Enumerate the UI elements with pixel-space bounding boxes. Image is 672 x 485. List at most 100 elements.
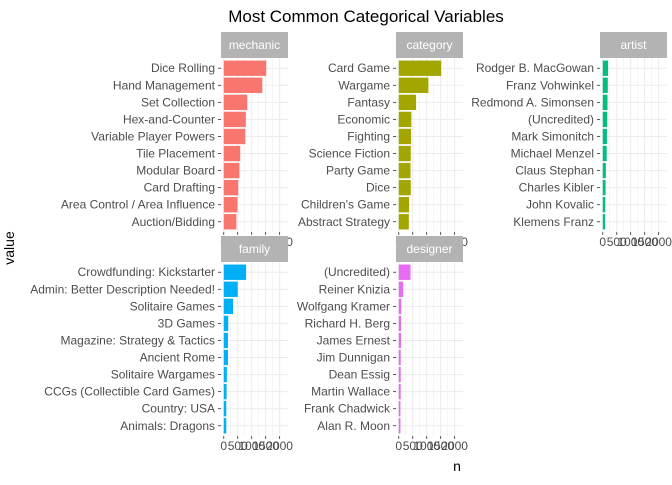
y-tick-label: Jim Dunnigan — [317, 351, 390, 365]
bar — [223, 401, 227, 417]
y-tick-label: Modular Board — [136, 164, 215, 178]
bar — [398, 214, 409, 230]
bar — [223, 281, 238, 297]
bar — [223, 60, 267, 76]
x-axis-label: n — [453, 458, 461, 474]
y-tick-label: Claus Stephan — [515, 164, 594, 178]
bar — [223, 179, 239, 196]
y-tick-label: Frank Chadwick — [304, 402, 391, 416]
y-tick-label: Dean Essig — [329, 368, 390, 382]
x-tick-label: 1000 — [413, 439, 440, 453]
x-tick-label: 2000 — [645, 235, 672, 249]
bar — [398, 298, 402, 315]
y-tick-label: Dice Rolling — [151, 61, 215, 75]
y-tick-label: Wargame — [338, 78, 390, 92]
x-tick-label: 0 — [599, 235, 606, 249]
y-tick-label: (Uncredited) — [324, 265, 390, 279]
y-tick-label: Children's Game — [301, 198, 390, 212]
y-tick-label: Martin Wallace — [311, 385, 390, 399]
x-tick-label: 1500 — [631, 235, 658, 249]
y-tick-label: Richard H. Berg — [305, 316, 390, 330]
bar — [602, 214, 606, 230]
x-tick-label: 1500 — [427, 439, 454, 453]
y-tick-label: Economic — [337, 112, 390, 126]
y-tick-label: Science Fiction — [309, 147, 390, 161]
y-tick-label: Rodger B. MacGowan — [476, 61, 594, 75]
y-tick-label: Fighting — [347, 129, 390, 143]
bar — [223, 383, 227, 400]
bar — [398, 418, 401, 434]
facet-strip — [600, 32, 667, 58]
chart-title: Most Common Categorical Variables — [228, 7, 504, 26]
bar — [398, 179, 411, 196]
bar — [398, 77, 429, 93]
bar — [602, 60, 609, 76]
y-axis-label: value — [1, 231, 17, 265]
bar — [398, 366, 401, 383]
facet-strip-label: category — [406, 38, 452, 52]
facet-strip-label: artist — [620, 38, 647, 52]
facet-strip — [221, 236, 288, 262]
bar — [223, 145, 241, 162]
facet-strip-label: designer — [406, 242, 452, 256]
x-tick-label: 500 — [607, 235, 627, 249]
bar — [223, 214, 237, 230]
x-tick-label: 0 — [395, 439, 402, 453]
bar — [602, 145, 607, 162]
x-tick-label: 500 — [403, 439, 423, 453]
bar — [398, 145, 411, 162]
y-tick-label: Variable Player Powers — [91, 129, 215, 143]
x-tick-label: 1500 — [252, 439, 279, 453]
y-tick-label: Hand Management — [113, 78, 216, 92]
bar — [223, 264, 247, 280]
y-tick-label: Mark Simonitch — [511, 129, 594, 143]
x-tick-label: 1000 — [617, 235, 644, 249]
bar — [398, 128, 412, 145]
facet-strip-label: mechanic — [229, 38, 280, 52]
facet-strip — [396, 236, 463, 262]
bar — [602, 94, 608, 111]
bar — [223, 332, 228, 349]
bar — [398, 383, 401, 400]
y-tick-label: Hex-and-Counter — [123, 112, 215, 126]
facet-panel-family: family Crowdfunding: Kickstarter Admin: Be… — [30, 236, 293, 453]
y-tick-label: Card Drafting — [144, 181, 215, 195]
bar — [223, 94, 248, 111]
y-tick-label: Fantasy — [347, 95, 390, 109]
facet-panel-mechanic: mechanic Dice Rolling Hand Management Set C… — [61, 32, 293, 249]
bar — [223, 128, 246, 145]
y-tick-label: CCGs (Collectible Card Games) — [44, 385, 215, 399]
y-tick-label: Admin: Better Description Needed! — [30, 282, 215, 296]
bar — [398, 60, 442, 76]
bar — [398, 349, 401, 366]
x-tick-label: 2000 — [266, 439, 293, 453]
bar — [223, 162, 240, 179]
bar — [223, 366, 227, 383]
y-tick-label: Solitaire Wargames — [111, 368, 215, 382]
y-tick-label: Abstract Strategy — [298, 215, 390, 229]
bar — [398, 197, 410, 213]
x-tick-label: 500 — [228, 439, 248, 453]
facet-panel-category: category Card Game Wargame Fantasy Economic F… — [298, 32, 468, 249]
y-tick-label: Redmond A. Simonsen — [471, 95, 594, 109]
bar — [602, 197, 606, 213]
y-tick-label: Reiner Knizia — [319, 282, 391, 296]
y-tick-label: Area Control / Area Influence — [61, 198, 215, 212]
bar — [398, 264, 411, 280]
facet-strip — [221, 32, 288, 58]
bar — [223, 111, 246, 128]
y-tick-label: Ancient Rome — [140, 351, 216, 365]
y-tick-label: Charles Kibler — [519, 181, 594, 195]
y-tick-label: Card Game — [328, 61, 390, 75]
facet-strip — [396, 32, 463, 58]
y-tick-label: Animals: Dragons — [120, 419, 215, 433]
bar — [398, 401, 401, 417]
y-tick-label: John Kovalic — [526, 198, 594, 212]
facet-panel-artist: artist Rodger B. MacGowan Franz Vohwinkel R… — [471, 32, 672, 249]
bar — [398, 111, 412, 128]
y-tick-label: Alan R. Moon — [317, 419, 390, 433]
facet-panel-designer: designer (Uncredited) Reiner Knizia Wolfgan… — [297, 236, 468, 453]
bar — [398, 315, 402, 332]
